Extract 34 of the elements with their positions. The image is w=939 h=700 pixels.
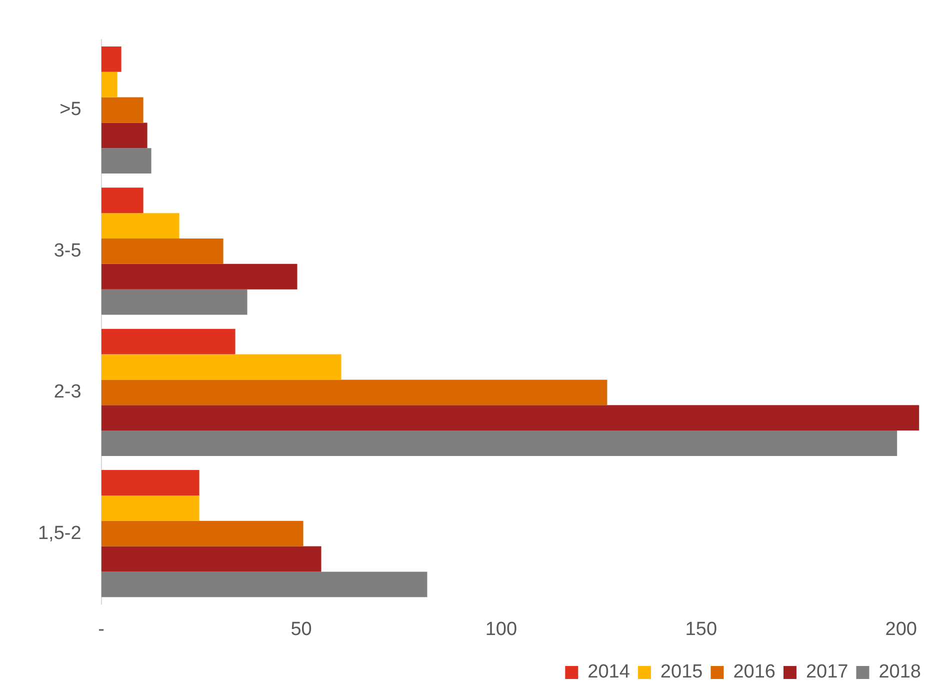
legend-label: 2015 [660,662,703,683]
bar [101,148,152,174]
bar [101,188,144,214]
x-tick-label: 150 [685,618,718,640]
x-tick-label: 100 [485,618,518,640]
bar [101,238,224,264]
bar [101,380,608,406]
bar [101,572,428,598]
bar [101,289,248,315]
bar [101,264,298,290]
bar [101,72,118,98]
bar [101,470,200,496]
y-tick-label: 2-3 [54,382,82,403]
x-tick-label: 50 [290,618,312,640]
bar [101,97,144,123]
y-tick-label: 1,5-2 [38,522,82,544]
bar [101,430,898,456]
bar [101,213,180,238]
x-tick-label: - [98,618,104,640]
legend-label: 2014 [588,662,630,683]
bar [101,354,342,380]
legend-label: 2017 [806,662,848,683]
legend-label: 2016 [733,662,776,683]
x-tick-label: 200 [885,618,917,640]
bar [101,495,200,521]
bar [101,46,122,72]
bar [101,546,322,572]
y-tick-label: 3-5 [54,240,82,262]
bar [101,122,148,148]
y-tick-label: >5 [60,99,82,120]
legend-label: 2018 [878,662,922,683]
bar [101,328,236,354]
bar [101,405,920,431]
bar [101,520,304,546]
